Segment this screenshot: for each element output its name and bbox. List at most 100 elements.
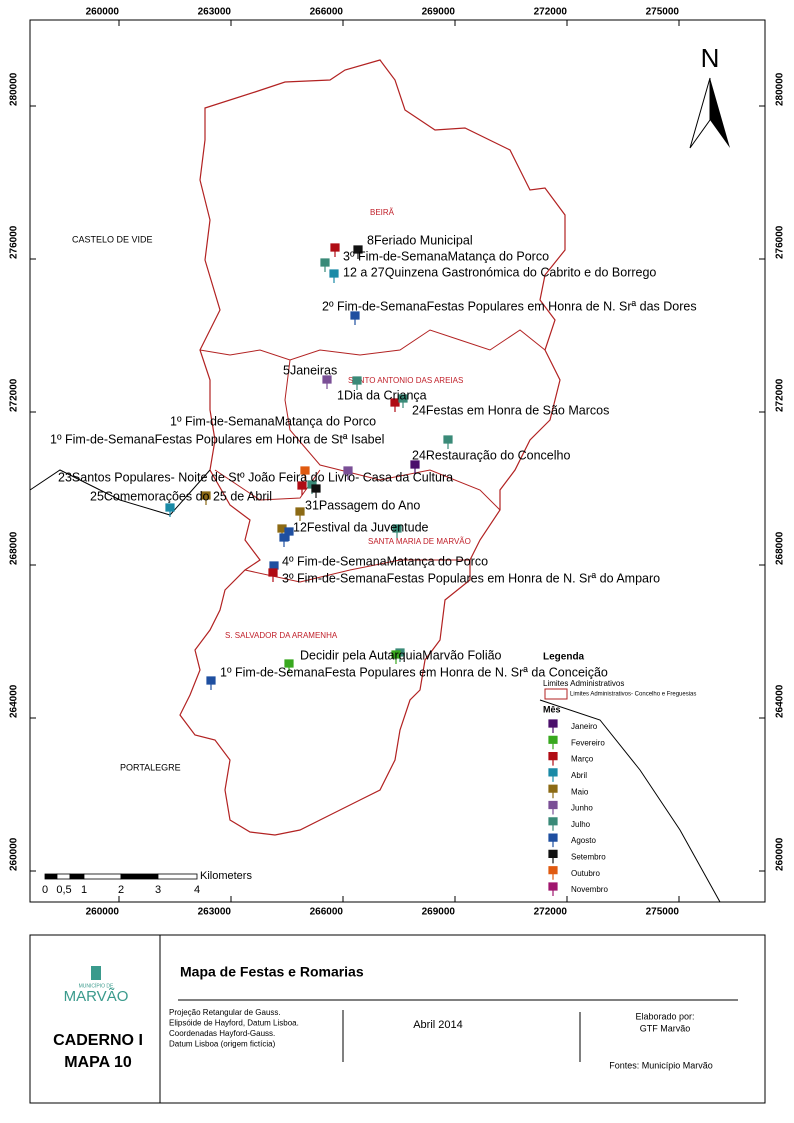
pin xyxy=(548,719,558,733)
place-label: S. SALVADOR DA ARAMENHA xyxy=(225,631,338,640)
logo-icon xyxy=(91,966,101,980)
scale-segment xyxy=(56,873,71,880)
pin xyxy=(284,659,294,673)
pin xyxy=(330,243,340,257)
pin xyxy=(548,752,558,766)
pin xyxy=(165,503,175,517)
author: GTF Marvão xyxy=(640,1023,691,1033)
projection-note: Elipsóide de Hayford, Datum Lisboa. xyxy=(169,1019,299,1028)
scale-segment xyxy=(83,873,122,880)
pin xyxy=(548,849,558,864)
legend-item: Junho xyxy=(571,804,593,813)
border-line xyxy=(539,699,721,903)
legend-item: Janeiro xyxy=(571,722,598,731)
scale-label: 1 xyxy=(81,884,87,896)
event-label: 1Dia da Criança xyxy=(337,388,427,402)
x-coord-label: 263000 xyxy=(198,907,232,918)
pin xyxy=(548,882,558,896)
y-coord-label: 260000 xyxy=(775,837,786,871)
legend-item: Limites Administrativos- Concelho e Freg… xyxy=(570,692,696,698)
pin xyxy=(548,768,558,782)
scale-label: 0,5 xyxy=(56,884,71,896)
scale-label: 0 xyxy=(42,884,48,896)
legend-item: Novembro xyxy=(571,885,608,894)
legend-title: Legenda xyxy=(543,652,585,663)
pin xyxy=(352,376,362,390)
map-title: Mapa de Festas e Romarias xyxy=(180,964,364,980)
y-coord-label: 264000 xyxy=(9,684,20,718)
y-coord-label: 280000 xyxy=(775,72,786,106)
pin xyxy=(398,394,408,408)
pin xyxy=(268,568,278,582)
place-label: BEIRÃ xyxy=(370,208,395,217)
legend-item: Outubro xyxy=(571,869,600,878)
pin xyxy=(548,735,558,750)
pin xyxy=(392,524,402,538)
legend-subtitle: Mês xyxy=(543,704,561,714)
sources: Fontes: Município Marvão xyxy=(609,1060,713,1070)
event-label: 1º Fim-de-SemanaFestas Populares em Honr… xyxy=(50,432,384,446)
pin xyxy=(311,484,321,498)
pin xyxy=(443,435,453,449)
y-coord-label: 260000 xyxy=(9,837,20,871)
north-arrow: N xyxy=(689,43,730,149)
x-coord-label: 269000 xyxy=(422,907,456,918)
mapa: MAPA 10 xyxy=(64,1054,132,1071)
pin xyxy=(548,784,558,799)
legend-item: Setembro xyxy=(571,853,606,862)
x-coord-label: 260000 xyxy=(86,907,120,918)
projection-note: Coordenadas Hayford-Gauss. xyxy=(169,1029,275,1038)
pin xyxy=(353,245,363,259)
pin xyxy=(300,466,310,480)
y-coord-label: 276000 xyxy=(9,225,20,259)
scale-segment xyxy=(44,873,58,880)
legend-item: Agosto xyxy=(571,836,596,845)
legend-subtitle: Limites Administrativos xyxy=(543,679,624,688)
legend-item: Julho xyxy=(571,820,591,829)
pin xyxy=(548,833,558,848)
x-coord-label: 269000 xyxy=(422,7,456,18)
pin xyxy=(297,481,307,495)
pin xyxy=(548,817,558,831)
pin xyxy=(206,676,216,690)
x-coord-label: 266000 xyxy=(310,907,344,918)
pin xyxy=(350,311,360,325)
pin xyxy=(322,375,332,389)
author-label: Elaborado por: xyxy=(635,1011,694,1021)
event-label: Decidir pela AutarquiaMarvão Folião xyxy=(300,648,502,662)
border-line xyxy=(29,469,211,516)
date: Abril 2014 xyxy=(413,1019,463,1031)
north-arrow-half xyxy=(710,78,730,148)
event-label: 31Passagem do Ano xyxy=(305,498,420,512)
event-label: 12Festival da Juventude xyxy=(293,520,429,534)
pin xyxy=(391,650,401,664)
projection-note: Projeção Retangular de Gauss. xyxy=(169,1008,281,1017)
event-label: 4º Fim-de-SemanaMatança do Porco xyxy=(282,554,488,568)
pin xyxy=(284,527,294,541)
legend-swatch xyxy=(544,688,568,700)
pin xyxy=(548,866,558,880)
north-label: N xyxy=(701,43,720,73)
pin xyxy=(279,533,289,547)
y-coord-label: 272000 xyxy=(775,378,786,412)
y-coord-label: 276000 xyxy=(775,225,786,259)
scale-segment xyxy=(69,873,85,880)
place-label: SANTO ANTONIO DAS AREIAS xyxy=(348,376,463,385)
pin xyxy=(201,491,211,505)
x-coord-label: 266000 xyxy=(310,7,344,18)
event-label: 12 a 27Quinzena Gastronómica do Cabrito … xyxy=(343,265,656,279)
pin xyxy=(329,269,339,283)
boundaries xyxy=(29,59,721,903)
freguesia-boundary xyxy=(199,329,546,361)
pin xyxy=(343,466,353,480)
legend-item: Maio xyxy=(571,787,589,796)
pin xyxy=(295,507,305,521)
scale-label: 2 xyxy=(118,884,124,896)
map-frame xyxy=(29,19,766,903)
pin xyxy=(390,398,400,412)
event-label: 1º Fim-de-SemanaFesta Populares em Honra… xyxy=(220,665,608,679)
y-coord-label: 268000 xyxy=(9,531,20,565)
y-coord-label: 272000 xyxy=(9,378,20,412)
legend-item: Abril xyxy=(571,771,587,780)
